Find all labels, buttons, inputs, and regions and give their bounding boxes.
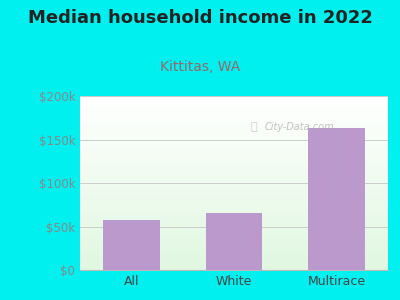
Bar [308, 128, 365, 270]
Text: Kittitas, WA: Kittitas, WA [160, 60, 240, 74]
Bar [103, 220, 160, 270]
Text: Median household income in 2022: Median household income in 2022 [28, 9, 372, 27]
Text: City-Data.com: City-Data.com [265, 122, 334, 132]
Bar [206, 214, 262, 270]
Text: ⓘ: ⓘ [251, 122, 258, 132]
